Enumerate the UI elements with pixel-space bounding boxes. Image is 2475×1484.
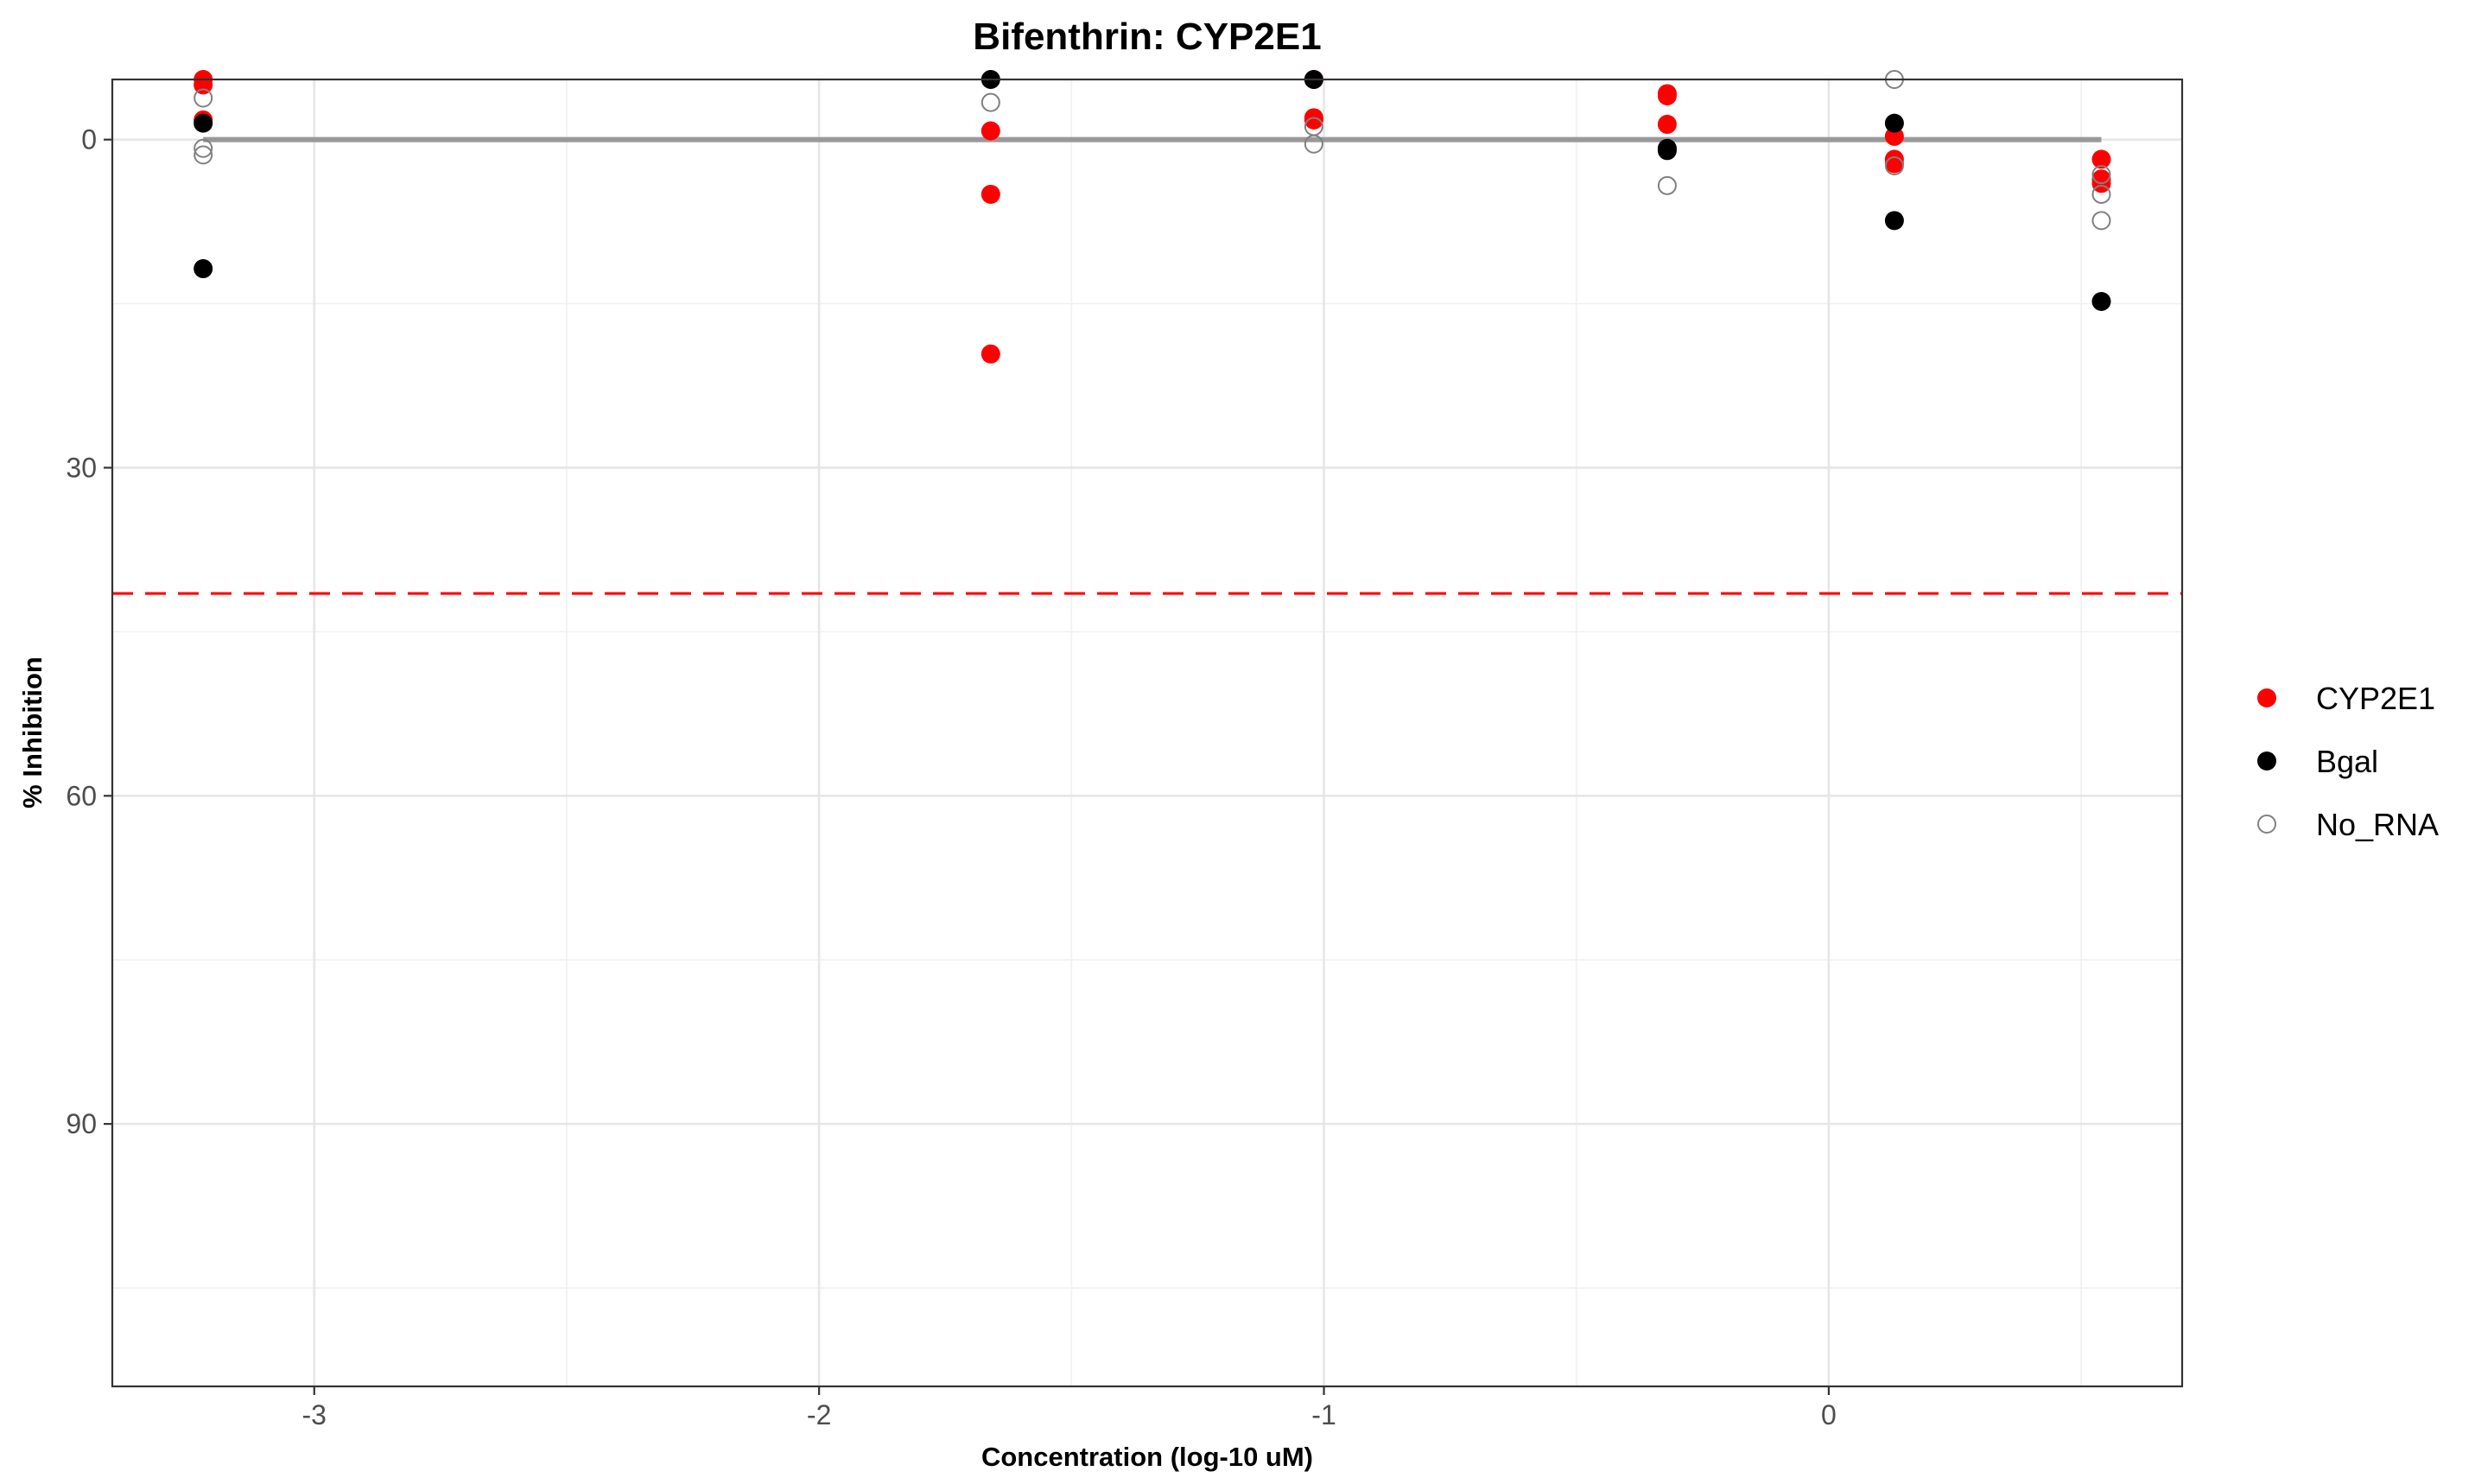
x-tick-label: -1	[1311, 1399, 1336, 1430]
legend-key-cyp2e1	[2257, 688, 2276, 707]
y-tick-label: 60	[66, 780, 97, 811]
data-point-cyp2e1	[980, 184, 1000, 204]
grid	[112, 79, 2182, 1386]
x-tick-label: 0	[1821, 1399, 1837, 1430]
y-tick-label: 30	[66, 452, 97, 483]
data-point-no-rna	[194, 88, 213, 108]
data-point-bgal	[1884, 113, 1904, 133]
data-point-no-rna	[1304, 134, 1323, 154]
data-point-no-rna	[194, 138, 213, 158]
axes: -3 -2 -1 0 0 30 60 90	[66, 124, 1836, 1430]
data-point-cyp2e1	[980, 344, 1000, 364]
data-point-no-rna	[1657, 175, 1677, 195]
data-point-bgal	[1657, 141, 1677, 161]
data-point-cyp2e1	[1657, 114, 1677, 134]
legend-label-bgal: Bgal	[2316, 744, 2378, 779]
data-point-no-rna	[1884, 156, 1904, 176]
data-point-cyp2e1	[1657, 86, 1677, 105]
legend-label-no-rna: No_RNA	[2316, 807, 2439, 842]
y-tick-label: 0	[81, 124, 97, 155]
data-point-cyp2e1	[2091, 149, 2111, 169]
data-point-no-rna	[1304, 117, 1323, 136]
legend-key-bgal	[2257, 752, 2276, 771]
panel-border	[111, 78, 2184, 1388]
x-axis-title: Concentration (log-10 uM)	[981, 1442, 1313, 1472]
y-tick-label: 90	[66, 1108, 97, 1139]
data-point-no-rna	[2091, 165, 2111, 185]
data-point-no-rna	[194, 145, 213, 165]
legend: CYP2E1 Bgal No_RNA	[2257, 681, 2439, 842]
data-point-bgal	[1884, 211, 1904, 231]
data-point-no-rna	[2091, 184, 2111, 204]
chart-title: Bifenthrin: CYP2E1	[973, 16, 1321, 58]
data-point-bgal	[194, 113, 213, 133]
data-point-cyp2e1	[1304, 110, 1323, 130]
x-tick-label: -3	[302, 1399, 327, 1430]
legend-key-no-rna	[2257, 815, 2276, 834]
y-axis-title: % Inhibition	[17, 656, 48, 809]
data-point-no-rna	[980, 92, 1000, 112]
data-point-bgal	[194, 259, 213, 279]
data-point-cyp2e1	[980, 121, 1000, 141]
reference-lines	[112, 136, 2182, 595]
x-tick-label: -2	[807, 1399, 831, 1430]
data-point-bgal	[2091, 292, 2111, 312]
data-points	[194, 70, 2111, 364]
data-point-cyp2e1	[1884, 126, 1904, 146]
legend-label-cyp2e1: CYP2E1	[2316, 681, 2435, 716]
data-point-no-rna	[2091, 211, 2111, 231]
